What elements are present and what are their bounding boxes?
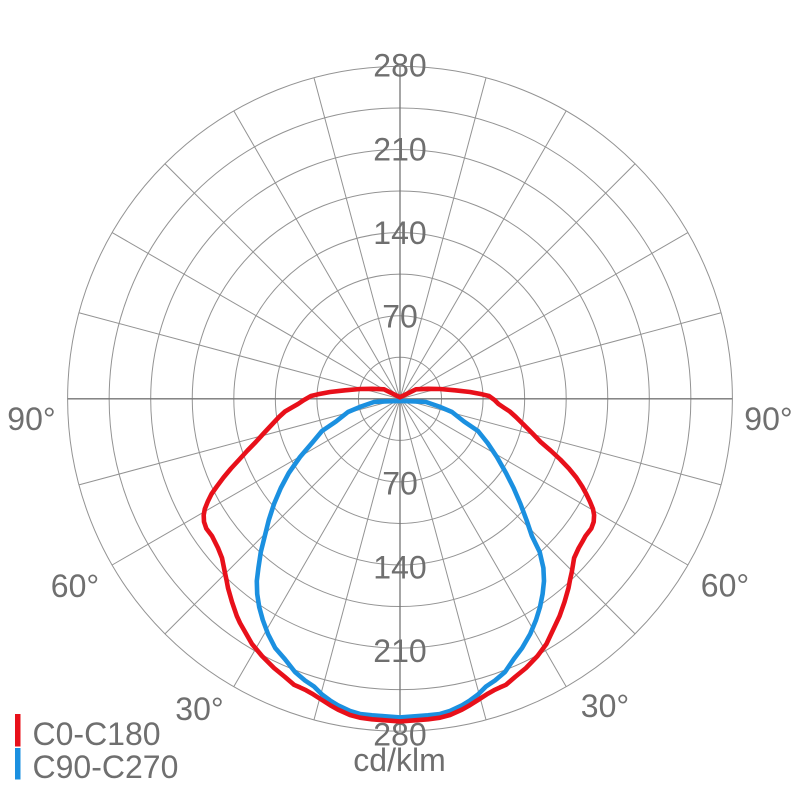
svg-text:210: 210	[373, 633, 426, 669]
svg-text:70: 70	[382, 299, 418, 335]
svg-text:90°: 90°	[7, 401, 55, 437]
svg-text:210: 210	[373, 131, 426, 167]
svg-text:60°: 60°	[701, 568, 749, 604]
svg-text:60°: 60°	[51, 568, 99, 604]
svg-text:90°: 90°	[744, 401, 792, 437]
svg-text:280: 280	[373, 48, 426, 84]
svg-text:cd/klm: cd/klm	[353, 742, 445, 778]
svg-text:30°: 30°	[175, 691, 223, 727]
svg-text:70: 70	[382, 466, 418, 502]
svg-text:140: 140	[373, 549, 426, 585]
svg-text:C0-C180: C0-C180	[33, 716, 161, 752]
svg-text:30°: 30°	[581, 688, 629, 724]
svg-text:140: 140	[373, 215, 426, 251]
svg-text:C90-C270: C90-C270	[33, 749, 179, 785]
